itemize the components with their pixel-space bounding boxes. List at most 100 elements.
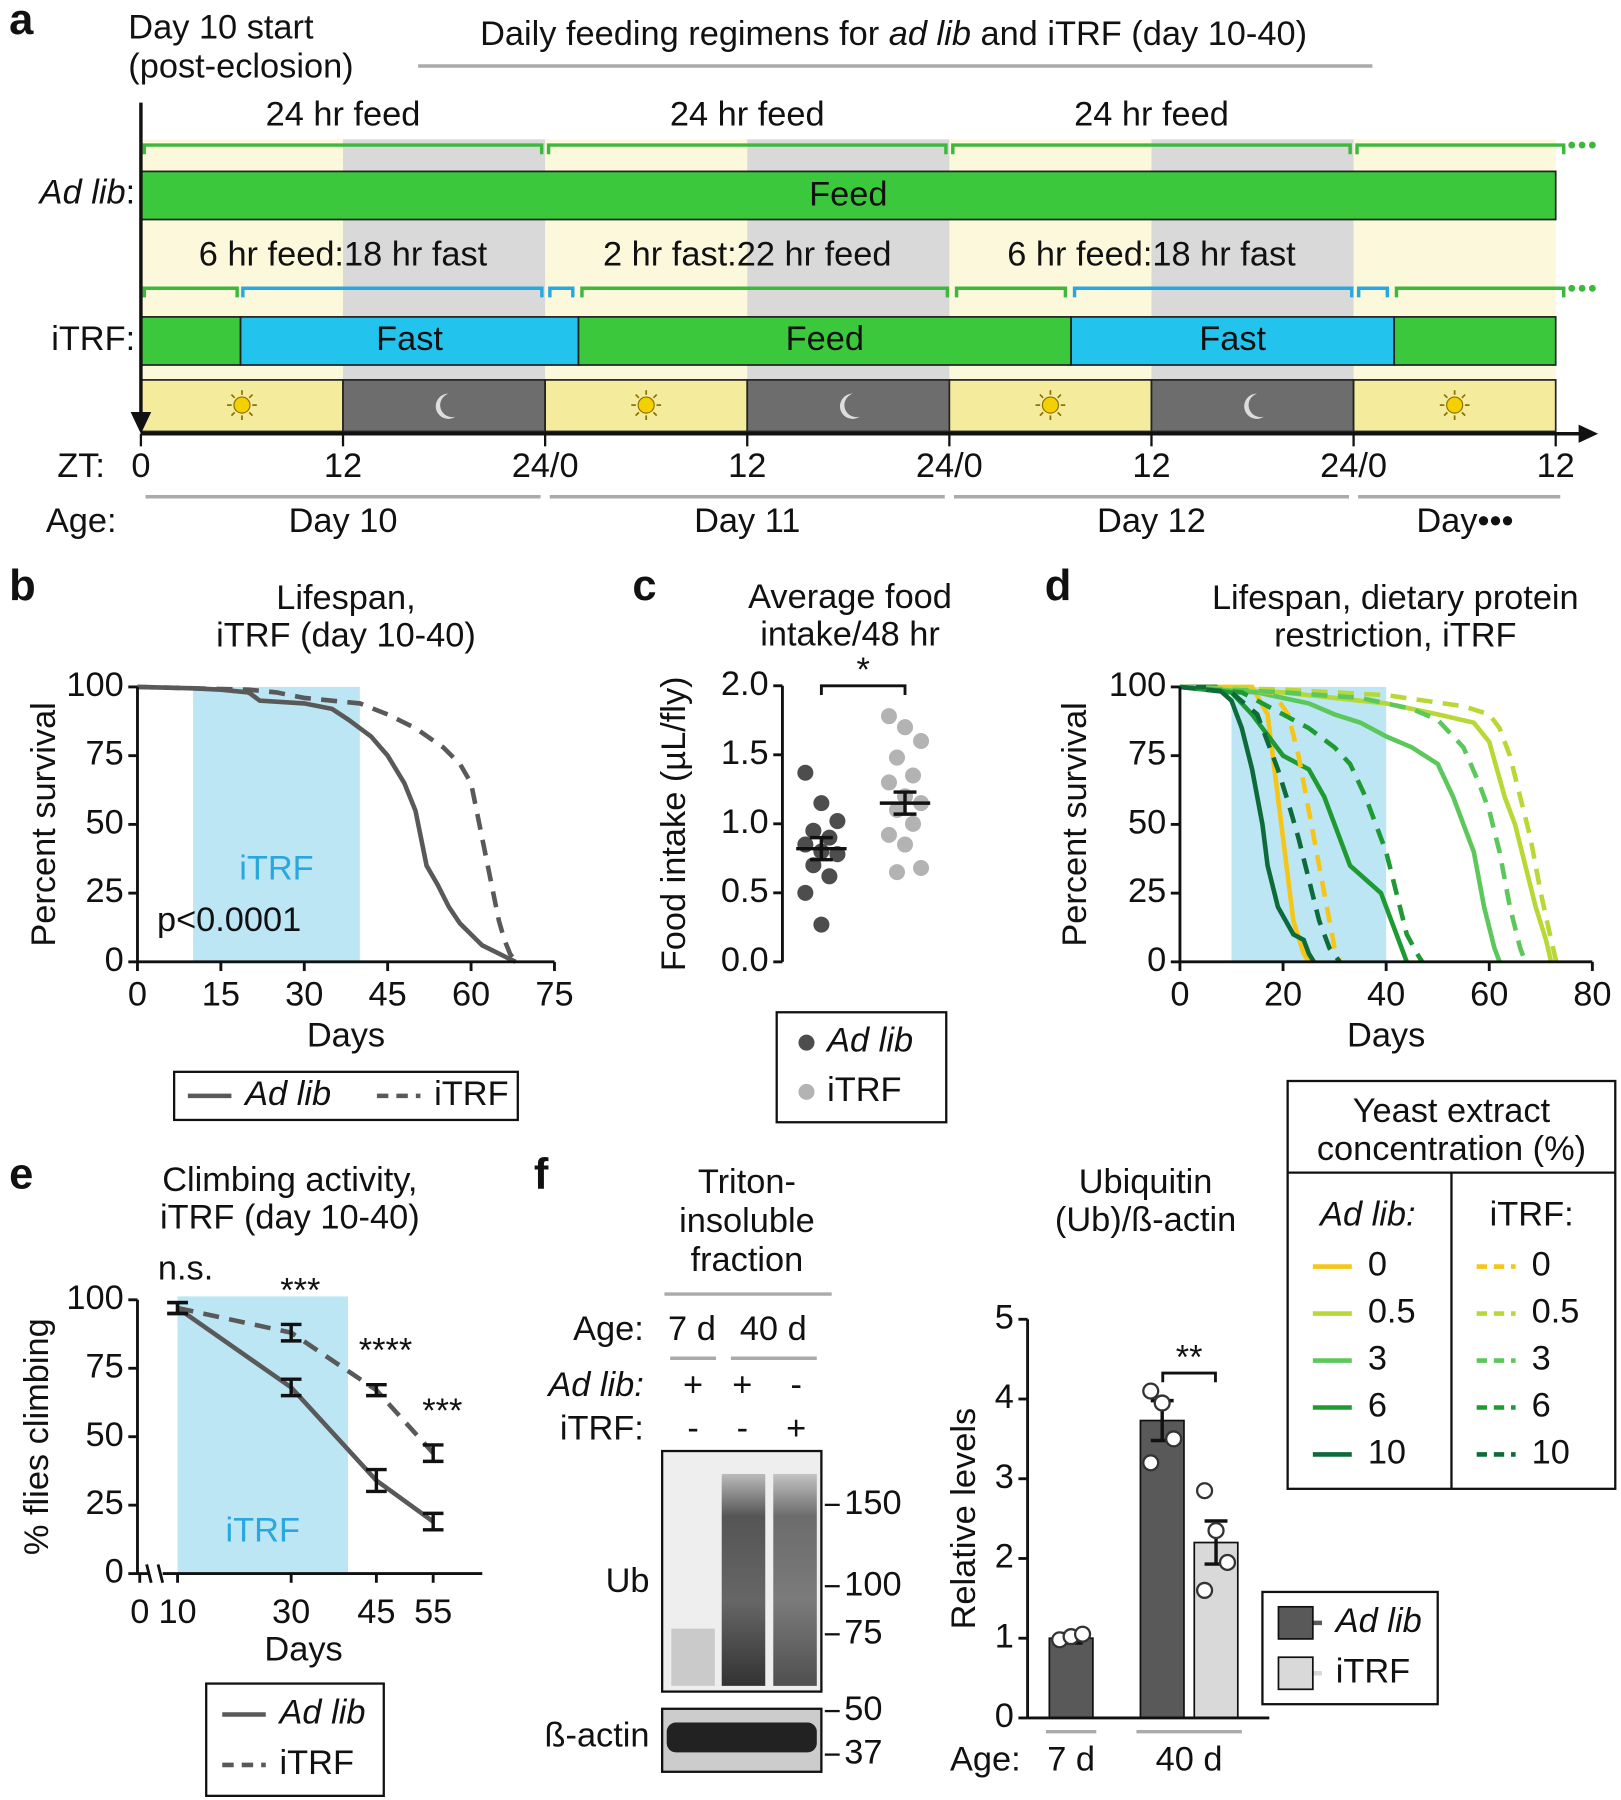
error-bar [280,1322,302,1343]
bar-label: Fast [1199,320,1266,358]
y-tick-label: 2 [995,1538,1014,1576]
x-tick-label: 75 [535,975,573,1013]
shaded-region [1231,686,1387,962]
y-tick-label: 75 [1128,735,1166,773]
y-tick-label: 25 [1128,872,1166,910]
dot [1568,141,1576,149]
bracket [548,286,575,298]
significance: n.s. [158,1250,213,1288]
data-point [905,767,922,784]
error-bar [366,1382,387,1398]
sun-ray [248,411,254,417]
legend-label: iTRF [280,1744,354,1782]
zt-tick: 12 [728,447,766,485]
legend-marker [798,1083,815,1100]
legend-label: 0 [1532,1246,1551,1284]
data-point [913,859,930,877]
legend-label: 0.5 [1532,1293,1580,1331]
legend-label: Ad lib [1334,1602,1422,1640]
data-point [1153,1394,1171,1412]
data-point [1218,1553,1237,1572]
bracket [241,286,544,298]
blot-title: Triton- [698,1163,796,1201]
sun-ray [1039,393,1044,399]
dot [1568,284,1576,292]
legend-label: Ad lib [825,1022,913,1060]
sun-ray [652,411,658,417]
y-tick-label: 0 [105,1553,124,1591]
arrow-head [1578,424,1599,443]
y-tick-label: 1.5 [721,734,769,772]
panel-label: c [632,562,656,610]
data-point [797,884,814,901]
dot [1588,284,1596,292]
sun-ray [230,411,236,417]
series-line [1179,684,1342,963]
significance: ** [1176,1338,1203,1376]
header-part: Daily feeding regimens for [480,15,889,53]
blot-title: fraction [691,1241,804,1279]
shaded-region [193,686,360,962]
data-point [896,719,914,736]
data-point [1142,1454,1160,1472]
sem-bar [893,790,917,816]
row-label: Ad lib: [546,1366,644,1404]
panel-label: d [1045,562,1072,610]
legend-label: 3 [1532,1340,1551,1378]
data-point [805,822,822,839]
y-tick-label: 0.0 [721,941,769,979]
legend-label: 0.5 [1368,1293,1416,1331]
sem-bar [809,835,833,862]
series-line [176,1306,435,1524]
x-tick-label: 0 [130,1593,149,1631]
light-dark [746,379,951,433]
shaded-label: iTRF [239,849,313,887]
chart-title: intake/48 hr [760,616,940,654]
lane-mark: - [737,1409,748,1447]
significance: **** [359,1332,413,1370]
sun-ray [1057,393,1062,399]
arrow-head [130,411,152,434]
sun-ray [1461,393,1466,399]
legend-label: 0 [1368,1246,1387,1284]
bracket [546,143,948,155]
sun-ray [248,393,254,399]
x-tick-label: 55 [414,1593,452,1631]
zt-tick: 24/0 [916,447,983,485]
sun-ray [230,393,236,399]
period-label: 24 hr feed [266,95,421,133]
marker-label: 37 [844,1734,882,1772]
panel-label: e [9,1151,33,1199]
error-bar [366,1467,387,1494]
y-tick-label: 25 [86,872,124,910]
axis-label: ZT: [57,447,105,485]
sun-ray [635,411,640,417]
blot-band [666,1722,817,1753]
x-axis-label: Days [264,1631,342,1669]
data-point [813,916,830,933]
y-axis-label: Percent survival [1056,702,1094,946]
band-label: Ub [606,1562,650,1600]
bracket [142,143,544,155]
error-bar [167,1300,188,1316]
y-tick-label: 100 [66,666,123,704]
series-line [1179,684,1528,963]
series-line [137,684,517,964]
y-tick-label: 3 [995,1458,1014,1496]
x-tick-label: 60 [1470,975,1508,1013]
legend-marker [1277,1656,1314,1691]
y-axis-label: Relative levels [945,1408,983,1630]
series-line [1179,684,1559,963]
legend-label: 10 [1532,1434,1570,1472]
period-label: 2 hr fast:22 hr feed [603,235,891,273]
dot [1588,141,1596,149]
x-tick-label: 45 [357,1593,395,1631]
band-label: ß-actin [545,1716,650,1754]
bar-label: Fast [376,320,443,358]
data-point [1207,1521,1225,1540]
x-tick-label: 30 [285,975,323,1013]
sun-icon [637,396,655,414]
zt-tick: 12 [324,447,362,485]
data-point [913,732,930,750]
